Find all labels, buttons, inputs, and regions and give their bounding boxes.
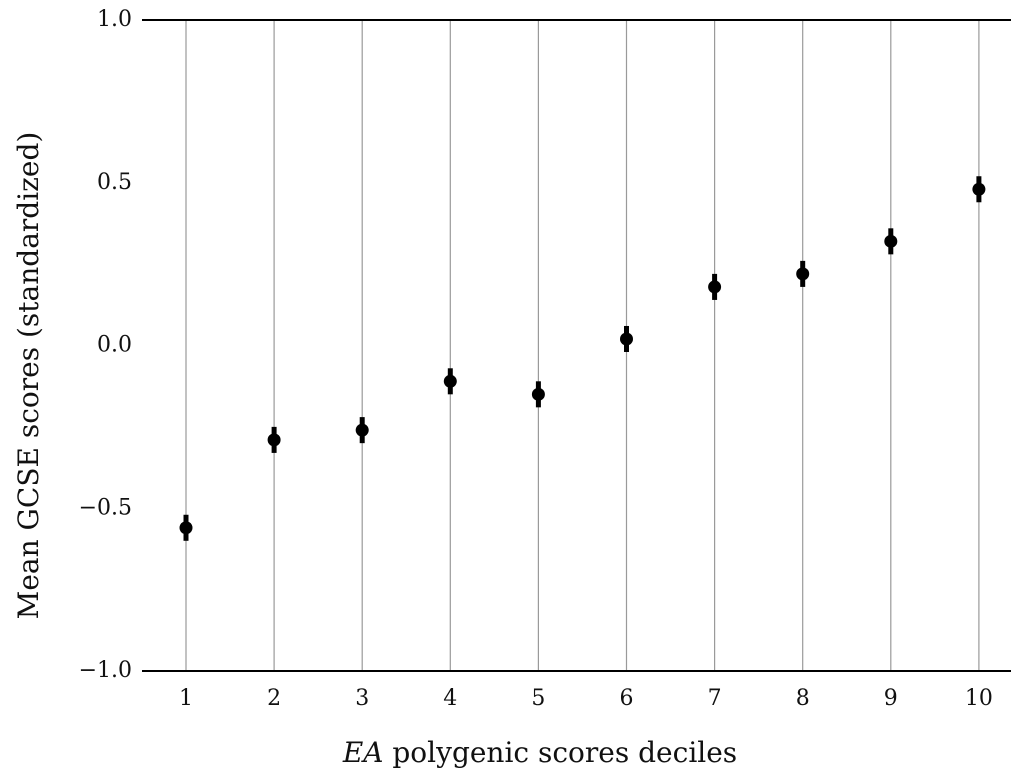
data-point-decile-8 [796, 267, 810, 281]
x-axis-title-rest: polygenic scores deciles [383, 736, 737, 769]
x-tick-label-4: 4 [443, 686, 457, 711]
y-tick-label-0: 0.0 [97, 333, 132, 358]
data-point-decile-5 [531, 387, 545, 401]
x-tick-label-2: 2 [267, 686, 281, 711]
x-tick-label-1: 1 [179, 686, 193, 711]
x-tick-label-6: 6 [620, 686, 634, 711]
data-point-decile-4 [443, 374, 457, 388]
x-axis-title-italic: EA [342, 736, 384, 769]
data-point-decile-1 [179, 521, 193, 535]
data-point-decile-3 [355, 423, 369, 437]
y-tick-label-neg0-5: −0.5 [79, 495, 132, 520]
y-tick-label-1: 1.0 [97, 7, 132, 32]
x-tick-label-7: 7 [708, 686, 722, 711]
y-tick-label-neg1: −1.0 [79, 658, 132, 683]
x-tick-label-9: 9 [884, 686, 898, 711]
data-point-decile-10 [972, 182, 986, 196]
y-axis-title: Mean GCSE scores (standardized) [12, 132, 45, 620]
y-axis-ticks: −1.0 −0.5 0.0 0.5 1.0 [79, 7, 132, 683]
x-axis-ticks: 1 2 3 4 5 6 7 8 9 10 [179, 686, 993, 711]
x-axis-title: EA polygenic scores deciles [342, 736, 737, 769]
x-tick-label-5: 5 [531, 686, 545, 711]
x-tick-label-10: 10 [965, 686, 993, 711]
vertical-grid [185, 20, 980, 671]
data-point-decile-6 [620, 332, 633, 346]
y-tick-label-0-5: 0.5 [97, 170, 132, 195]
x-tick-label-3: 3 [355, 686, 369, 711]
data-point-decile-7 [708, 280, 722, 294]
data-points [179, 176, 986, 541]
x-tick-label-8: 8 [796, 686, 810, 711]
data-point-decile-2 [267, 433, 281, 447]
data-point-decile-9 [884, 234, 898, 248]
